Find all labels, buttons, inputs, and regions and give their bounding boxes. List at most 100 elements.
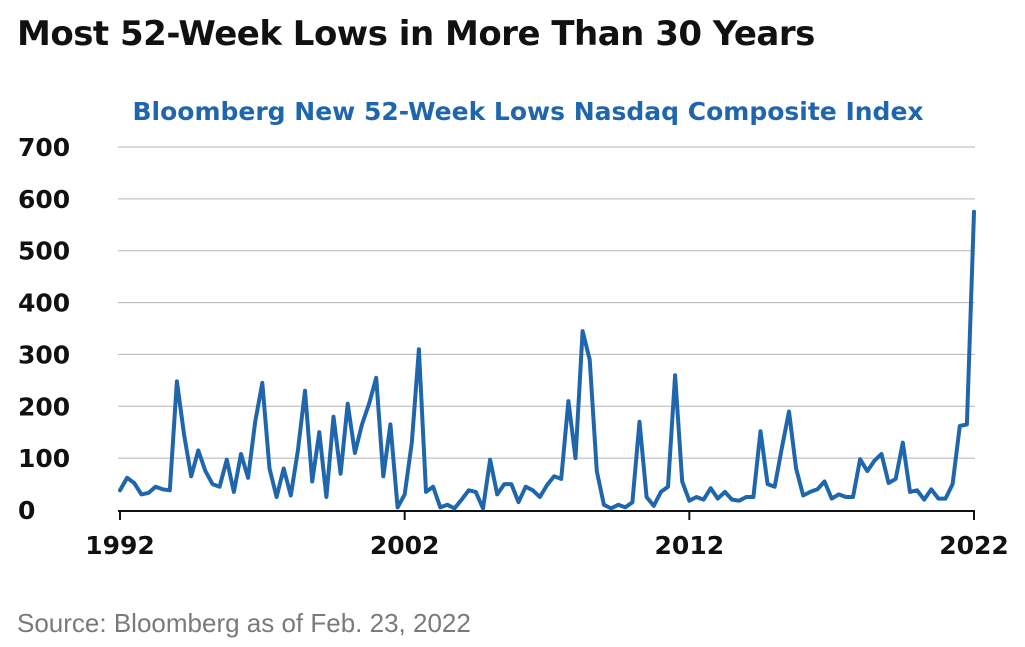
data-point [545, 483, 549, 487]
data-point [595, 469, 599, 473]
data-point [467, 488, 471, 492]
y-tick-label: 200 [18, 392, 70, 421]
data-point [552, 474, 556, 478]
data-point [296, 448, 300, 452]
data-point [168, 488, 172, 492]
data-point [737, 499, 741, 503]
data-point [524, 485, 528, 489]
data-point [147, 491, 150, 495]
data-point [581, 329, 585, 333]
data-point [346, 402, 350, 406]
data-point [196, 448, 200, 452]
data-point [623, 505, 627, 509]
data-point [972, 210, 976, 214]
data-point [588, 358, 592, 362]
data-point [965, 422, 969, 426]
data-point [388, 422, 392, 426]
data-point [922, 498, 926, 502]
data-point [559, 477, 563, 481]
data-point [360, 422, 364, 426]
data-point [211, 482, 214, 486]
data-point [431, 485, 435, 489]
data-point [289, 494, 293, 497]
data-point [844, 495, 848, 499]
data-point [488, 458, 492, 462]
data-point [815, 487, 819, 491]
data-point [794, 467, 798, 470]
data-point [566, 399, 570, 403]
data-point [872, 459, 876, 463]
data-point [936, 497, 940, 501]
data-point [908, 490, 912, 494]
data-point [495, 492, 499, 496]
data-point [481, 506, 485, 510]
y-tick-label: 600 [18, 185, 70, 214]
data-point [609, 506, 613, 510]
y-tick-label: 500 [18, 237, 70, 266]
data-point [225, 458, 229, 462]
data-point [951, 482, 955, 486]
data-point [730, 498, 734, 502]
data-point [502, 482, 506, 486]
data-point [246, 476, 250, 480]
data-point [837, 492, 841, 496]
data-point [410, 441, 414, 445]
data-point [125, 476, 129, 480]
y-tick-label: 0 [18, 496, 35, 525]
data-point [780, 446, 784, 450]
data-point [880, 452, 883, 456]
data-point [182, 433, 186, 437]
data-point [509, 482, 513, 486]
data-point [268, 467, 271, 470]
data-point [808, 490, 812, 494]
data-point [460, 498, 464, 502]
y-tick-label: 400 [18, 289, 70, 318]
line-chart: Bloomberg New 52-Week Lows Nasdaq Compos… [18, 97, 1009, 560]
x-tick-label: 2012 [655, 531, 725, 560]
data-point [751, 495, 755, 499]
data-series [118, 209, 976, 511]
data-point [759, 429, 762, 433]
series-line-0 [118, 209, 976, 511]
data-point [189, 474, 193, 478]
data-point [687, 499, 691, 503]
data-point [474, 490, 478, 494]
data-point [118, 488, 122, 492]
x-tick-label: 2022 [939, 531, 1009, 560]
data-point [324, 495, 328, 499]
data-point [801, 494, 805, 497]
data-point [367, 402, 371, 406]
data-point [282, 467, 286, 470]
axes: 0 100 200 300 400 500 600 700 1992 2002 2012 2022 [18, 133, 1009, 560]
source-note: Source: Bloomberg as of Feb. 23, 2022 [17, 608, 471, 638]
data-point [915, 488, 919, 492]
x-tick-label: 2002 [370, 531, 440, 560]
gridlines [118, 146, 975, 459]
data-point [175, 379, 179, 383]
x-tick-label: 1992 [85, 531, 155, 560]
data-point [203, 469, 207, 473]
data-point [858, 457, 862, 461]
data-point [517, 500, 520, 504]
y-tick-label: 300 [18, 340, 70, 369]
data-point [823, 480, 826, 483]
chart-container: Bloomberg New 52-Week Lows Nasdaq Compos… [0, 80, 1025, 580]
data-point [445, 503, 449, 507]
data-point [709, 486, 713, 490]
data-point [830, 497, 834, 501]
data-point [666, 485, 670, 489]
data-point [929, 487, 933, 491]
chart-title: Bloomberg New 52-Week Lows Nasdaq Compos… [132, 97, 923, 126]
data-point [744, 495, 748, 499]
data-point [239, 452, 243, 456]
data-point [574, 456, 577, 460]
data-point [659, 490, 663, 494]
data-point [161, 487, 165, 491]
data-point [317, 430, 321, 434]
data-point [787, 410, 791, 413]
data-point [332, 415, 335, 419]
data-point [652, 504, 656, 508]
data-point [303, 389, 307, 393]
data-point [538, 495, 542, 499]
data-point [275, 495, 279, 499]
